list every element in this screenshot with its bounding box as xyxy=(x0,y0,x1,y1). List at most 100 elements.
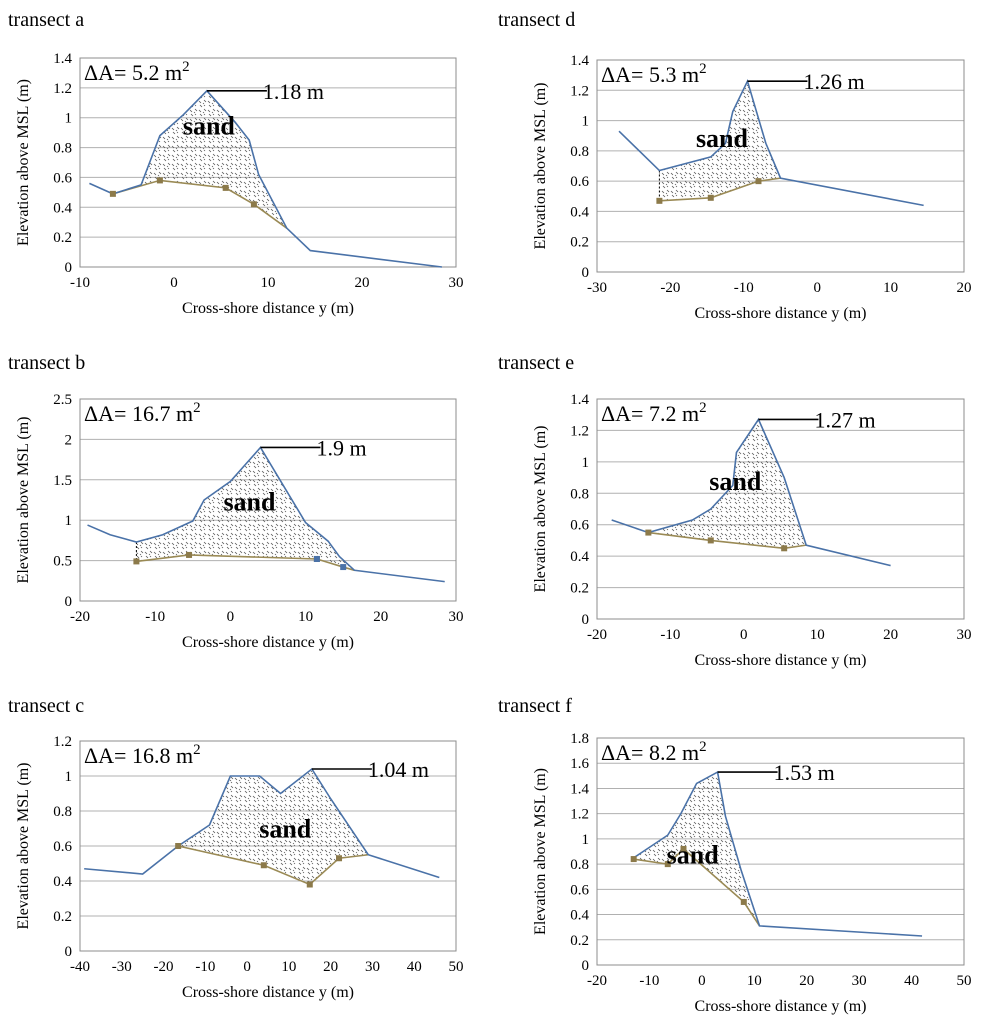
chart-svg-transect-a: transect a00.20.40.60.811.21.4-10 0 10 20 30… xyxy=(0,0,490,343)
transect-c-data-point xyxy=(261,862,267,868)
transect-d-y-tick-label: 0.4 xyxy=(570,204,589,220)
transect-c-y-tick-label: 1.2 xyxy=(53,734,72,750)
transect-b-y-tick-label: 1 xyxy=(65,513,73,529)
transect-c-data-point xyxy=(307,882,313,888)
transect-d-area-annotation: ΔA= 5.3 m2 xyxy=(601,61,707,87)
transect-b-x-tick-label: -20 xyxy=(70,609,90,625)
transect-f-y-axis-label: Elevation above MSL (m) xyxy=(532,768,549,935)
transect-b-y-tick-label: 2 xyxy=(65,432,73,448)
chart-panel-transect-b: transect b 0 0.5 1 1.5 2 2.5 -20 -10 0 10 20 30 Cross… xyxy=(0,343,490,686)
transect-e-y-tick-label: 1.2 xyxy=(570,423,589,439)
chart-svg-transect-d: transect d00.20.40.60.811.21.4-30 -20 -10 0… xyxy=(490,0,980,343)
transect-a-peak-label: 1.18 m xyxy=(263,79,324,104)
transect-f-area-annotation: ΔA= 8.2 m2 xyxy=(601,739,707,765)
transect-d-x-tick-label: 20 xyxy=(957,280,972,296)
transect-d-x-axis-label: Cross-shore distance y (m) xyxy=(695,305,867,322)
transect-b-y-axis-label: Elevation above MSL (m) xyxy=(15,417,32,584)
transect-c-peak-label: 1.04 m xyxy=(368,757,429,782)
transect-e-title: transect e xyxy=(498,352,574,374)
transect-f-x-tick-label: 50 xyxy=(957,973,972,989)
transect-b-title: transect b xyxy=(8,352,85,374)
transect-b-x-axis-label: Cross-shore distance y (m) xyxy=(182,634,354,651)
transect-c-data-point xyxy=(175,843,181,849)
transect-f-title: transect f xyxy=(498,695,572,717)
chart-panel-transect-d: transect d 0 0.2 0.4 0.6 0.8 1 1.2 1.4 -30 -20 -10 0… xyxy=(490,0,980,343)
transect-c-x-tick-label: -20 xyxy=(154,959,174,975)
transect-f-y-tick-label: 1.2 xyxy=(570,807,589,823)
transect-b-y-tick-label: 2.5 xyxy=(53,392,72,408)
transect-b-area-unit-superscript: 2 xyxy=(193,400,201,416)
transect-a-y-tick-label: 0.2 xyxy=(53,230,72,246)
transect-e-y-tick-label: 0 xyxy=(582,612,590,628)
transect-b-x-tick-label: -10 xyxy=(145,609,165,625)
transect-a-y-tick-label: 0.6 xyxy=(53,170,72,186)
chart-svg-transect-c: transect c 0 0.2 0.4 0.6 0.8 1 1.2 -40 -30 -20 -10 0… xyxy=(0,686,490,1029)
transect-f-x-tick-label: 30 xyxy=(852,973,867,989)
transect-a-y-tick-label: 1.2 xyxy=(53,81,72,97)
transect-e-y-tick-label: 0.6 xyxy=(570,518,589,534)
transect-e-y-tick-label: 0.8 xyxy=(570,486,589,502)
transect-e-x-axis-label: Cross-shore distance y (m) xyxy=(695,652,867,669)
transect-c-y-tick-label: 0.4 xyxy=(53,874,72,890)
transect-e-area-annotation: ΔA= 7.2 m2 xyxy=(601,400,707,426)
transect-e-x-tick-label: -20 xyxy=(587,627,607,643)
transect-a-data-point xyxy=(110,191,116,197)
transect-d-data-point xyxy=(755,178,761,184)
transect-a-x-tick-label: 30 xyxy=(449,275,464,291)
transect-c-area-annotation: ΔA= 16.8 m2 xyxy=(84,742,201,768)
transect-c-x-tick-label: 40 xyxy=(407,959,422,975)
transect-c-title: transect c xyxy=(8,695,84,717)
chart-panel-transect-f: transect f 0 0.2 0.4 0.6 0.8 1 1.2 1.4 1.6 1.8 -20 -… xyxy=(490,686,980,1029)
transect-d-y-tick-label: 1.4 xyxy=(570,53,589,69)
transect-f-x-tick-label: 10 xyxy=(747,973,762,989)
transect-f-x-tick-label: 20 xyxy=(799,973,814,989)
transect-a-y-tick-label: 0 xyxy=(65,260,73,276)
transect-d-y-tick-label: 1.2 xyxy=(570,83,589,99)
transect-f-y-tick-label: 1.4 xyxy=(570,781,589,797)
transect-e-y-axis-label: Elevation above MSL (m) xyxy=(532,426,549,593)
transect-a-data-point xyxy=(157,177,163,183)
transect-b-y-tick-label: 1.5 xyxy=(53,473,72,489)
transect-c-x-tick-label: -30 xyxy=(112,959,132,975)
transect-f-data-point xyxy=(631,856,637,862)
transect-c-area-unit-superscript: 2 xyxy=(193,742,201,758)
transect-f-x-tick-label: 40 xyxy=(904,973,919,989)
transect-d-area-unit-superscript: 2 xyxy=(699,61,707,77)
transect-e-area-unit-superscript: 2 xyxy=(699,400,707,416)
transect-b-area-annotation: ΔA= 16.7 m2 xyxy=(84,400,201,426)
transect-d-y-tick-label: 0.8 xyxy=(570,144,589,160)
chart-panel-transect-a: transect a 0 0.2 0.4 0.6 0.8 1 1.2 1.4 -10 0 10 20 30… xyxy=(0,0,490,343)
transect-c-sand-label: sand xyxy=(259,815,312,844)
transect-a-sand-label: sand xyxy=(183,111,236,140)
transect-b-y-tick-label: 0 xyxy=(65,594,73,610)
transect-d-sand-label: sand xyxy=(696,124,749,153)
transect-f-x-tick-label: 0 xyxy=(698,973,706,989)
transect-a-y-axis-label: Elevation above MSL (m) xyxy=(15,79,32,246)
transect-d-y-tick-label: 0.6 xyxy=(570,174,589,190)
transect-a-area-annotation: ΔA= 5.2 m2 xyxy=(84,59,190,85)
transect-b-peak-label: 1.9 m xyxy=(316,435,366,460)
chart-panel-transect-e: transect e 0 0.2 0.4 0.6 0.8 1 1.2 1.4 -20 -10 0 10 2… xyxy=(490,343,980,686)
transect-e-y-tick-label: 1.4 xyxy=(570,392,589,408)
transect-d-y-tick-label: 1 xyxy=(582,114,590,130)
transect-f-peak-label: 1.53 m xyxy=(774,760,835,785)
transect-d-data-point xyxy=(708,195,714,201)
transect-e-data-point xyxy=(708,537,714,543)
transect-f-data-point xyxy=(741,899,747,905)
transect-e-x-tick-label: 20 xyxy=(883,627,898,643)
transect-d-x-tick-label: 0 xyxy=(813,280,821,296)
transect-a-data-point xyxy=(251,201,257,207)
transect-b-x-tick-label: 30 xyxy=(449,609,464,625)
transect-c-x-tick-label: 0 xyxy=(243,959,251,975)
transect-c-y-tick-label: 0.8 xyxy=(53,804,72,820)
transect-b-data-point xyxy=(133,558,139,564)
transect-a-title: transect a xyxy=(8,9,84,31)
transect-f-sand-label: sand xyxy=(667,841,720,870)
transect-c-data-point xyxy=(336,855,342,861)
transect-f-area-unit-superscript: 2 xyxy=(699,739,707,755)
transect-c-y-axis-label: Elevation above MSL (m) xyxy=(15,763,32,930)
transect-d-x-tick-label: -30 xyxy=(587,280,607,296)
transect-f-y-tick-label: 0.2 xyxy=(570,933,589,949)
transect-f-y-tick-label: 0 xyxy=(582,958,590,974)
transect-e-y-tick-label: 0.4 xyxy=(570,549,589,565)
